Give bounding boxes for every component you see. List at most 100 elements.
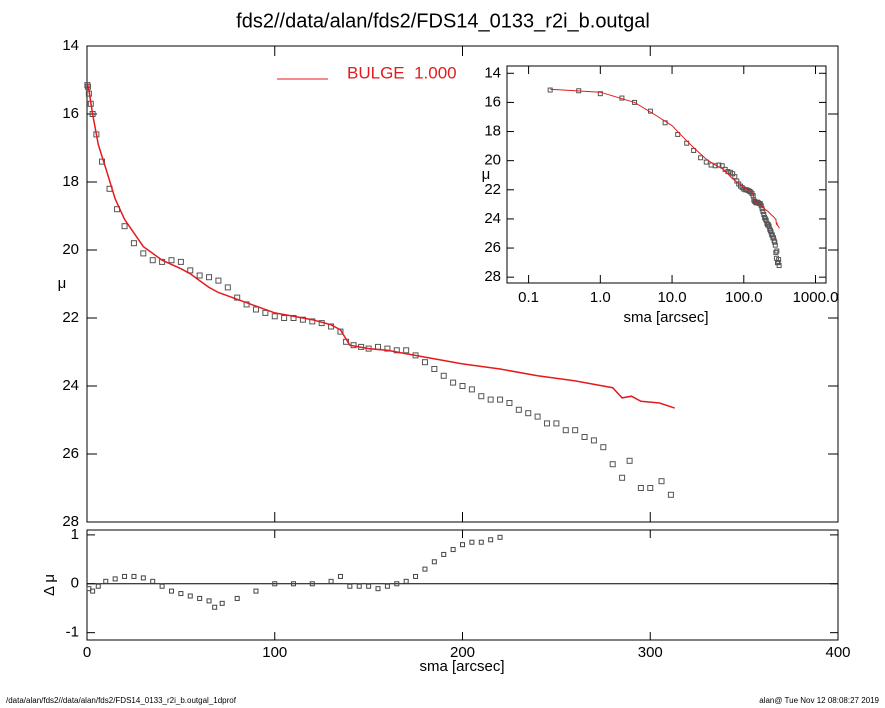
data-point — [581, 434, 588, 440]
data-point — [600, 444, 607, 451]
residual-point — [497, 534, 503, 540]
x-axis-label: sma [arcsec] — [419, 658, 504, 675]
x-tick-label: 200 — [450, 644, 475, 661]
data-point — [140, 250, 147, 257]
data-point — [675, 131, 681, 137]
data-point — [290, 315, 297, 321]
y-tick-label: 22 — [62, 309, 79, 326]
y-tick-label: 28 — [484, 268, 501, 285]
x-tick-label: 1.0 — [590, 289, 611, 306]
data-point — [632, 99, 638, 105]
data-point — [84, 82, 91, 89]
residual-point — [328, 578, 334, 584]
data-point — [215, 277, 222, 284]
data-point — [187, 267, 194, 274]
residual-point — [356, 583, 362, 589]
y-tick-label: 14 — [484, 64, 501, 81]
residual-point — [337, 573, 343, 579]
residual-point — [272, 581, 278, 587]
data-point — [772, 239, 778, 245]
y-tick-label: 16 — [62, 105, 79, 122]
data-point — [626, 457, 633, 464]
data-point — [667, 491, 674, 498]
data-point — [384, 345, 391, 352]
y-tick-label: 26 — [484, 239, 501, 256]
data-point — [431, 366, 438, 372]
data-point — [691, 147, 697, 153]
data-point — [597, 91, 603, 97]
residual-point — [212, 604, 218, 610]
model-line — [86, 83, 675, 409]
data-point — [609, 461, 616, 468]
data-point — [177, 258, 184, 265]
y-axis-label: μ — [58, 275, 67, 292]
y-tick-label: 20 — [484, 152, 501, 169]
legend-label: BULGE 1.000 — [347, 63, 457, 82]
data-point — [299, 316, 306, 323]
residual-point — [150, 578, 156, 584]
residual-point — [103, 578, 109, 584]
data-point — [774, 248, 780, 254]
x-tick-label: 0.1 — [518, 289, 539, 306]
y-tick-label: 28 — [62, 513, 79, 530]
data-point — [543, 420, 550, 427]
data-point — [534, 413, 541, 420]
residual-point — [187, 593, 193, 599]
data-point — [758, 203, 764, 209]
data-point — [768, 229, 774, 235]
data-point — [547, 87, 553, 93]
residual-point — [253, 588, 259, 594]
y-tick-label: 26 — [62, 445, 79, 462]
data-point — [767, 226, 773, 232]
data-point — [647, 485, 654, 491]
data-point — [487, 396, 494, 403]
residual-point — [394, 581, 400, 587]
footer-left: /data/alan/fds2//data/alan/fds2/FDS14_01… — [6, 696, 237, 705]
x-tick-label: 100 — [262, 644, 287, 661]
data-point — [772, 242, 778, 248]
residual-point — [159, 583, 165, 589]
x-tick-label: 400 — [825, 644, 850, 661]
y-tick-label: 0 — [71, 575, 79, 592]
y-axis-label: μ — [482, 166, 491, 183]
data-point — [562, 427, 569, 434]
data-point — [196, 272, 203, 279]
y-tick-label: 16 — [484, 93, 501, 110]
y-tick-label: 22 — [484, 181, 501, 198]
data-point — [506, 400, 513, 406]
data-point — [619, 474, 626, 481]
residual-point — [347, 583, 353, 589]
y-tick-label: 24 — [62, 377, 79, 394]
residual-point — [291, 581, 297, 587]
data-point — [393, 347, 400, 354]
data-point — [281, 315, 288, 321]
residual-point — [384, 583, 390, 589]
residual-point — [234, 595, 240, 601]
residual-point — [375, 586, 381, 592]
data-point — [459, 383, 466, 389]
residual-point — [219, 600, 225, 606]
y-tick-label: 14 — [62, 37, 79, 54]
data-point — [478, 393, 485, 400]
data-point — [497, 396, 504, 403]
model-line — [550, 88, 780, 229]
footer-right: alan@ Tue Nov 12 08:08:27 2019 — [759, 696, 879, 705]
data-point — [515, 406, 522, 413]
residual-point — [90, 588, 96, 594]
residual-point — [422, 566, 428, 572]
residual-point — [168, 588, 174, 594]
data-point — [309, 318, 316, 325]
data-point — [252, 306, 259, 313]
residual-point — [122, 573, 128, 579]
residual-point — [403, 578, 409, 584]
data-point — [769, 232, 775, 238]
x-tick-label: 100.0 — [725, 289, 763, 306]
residual-point — [140, 575, 146, 581]
x-axis-label: sma [arcsec] — [623, 309, 708, 326]
y-tick-label: 20 — [62, 241, 79, 258]
residual-point — [478, 539, 484, 545]
y-axis-label: Δ μ — [41, 574, 58, 596]
data-point — [553, 420, 560, 427]
y-tick-label: 18 — [62, 173, 79, 190]
data-point — [775, 260, 781, 266]
